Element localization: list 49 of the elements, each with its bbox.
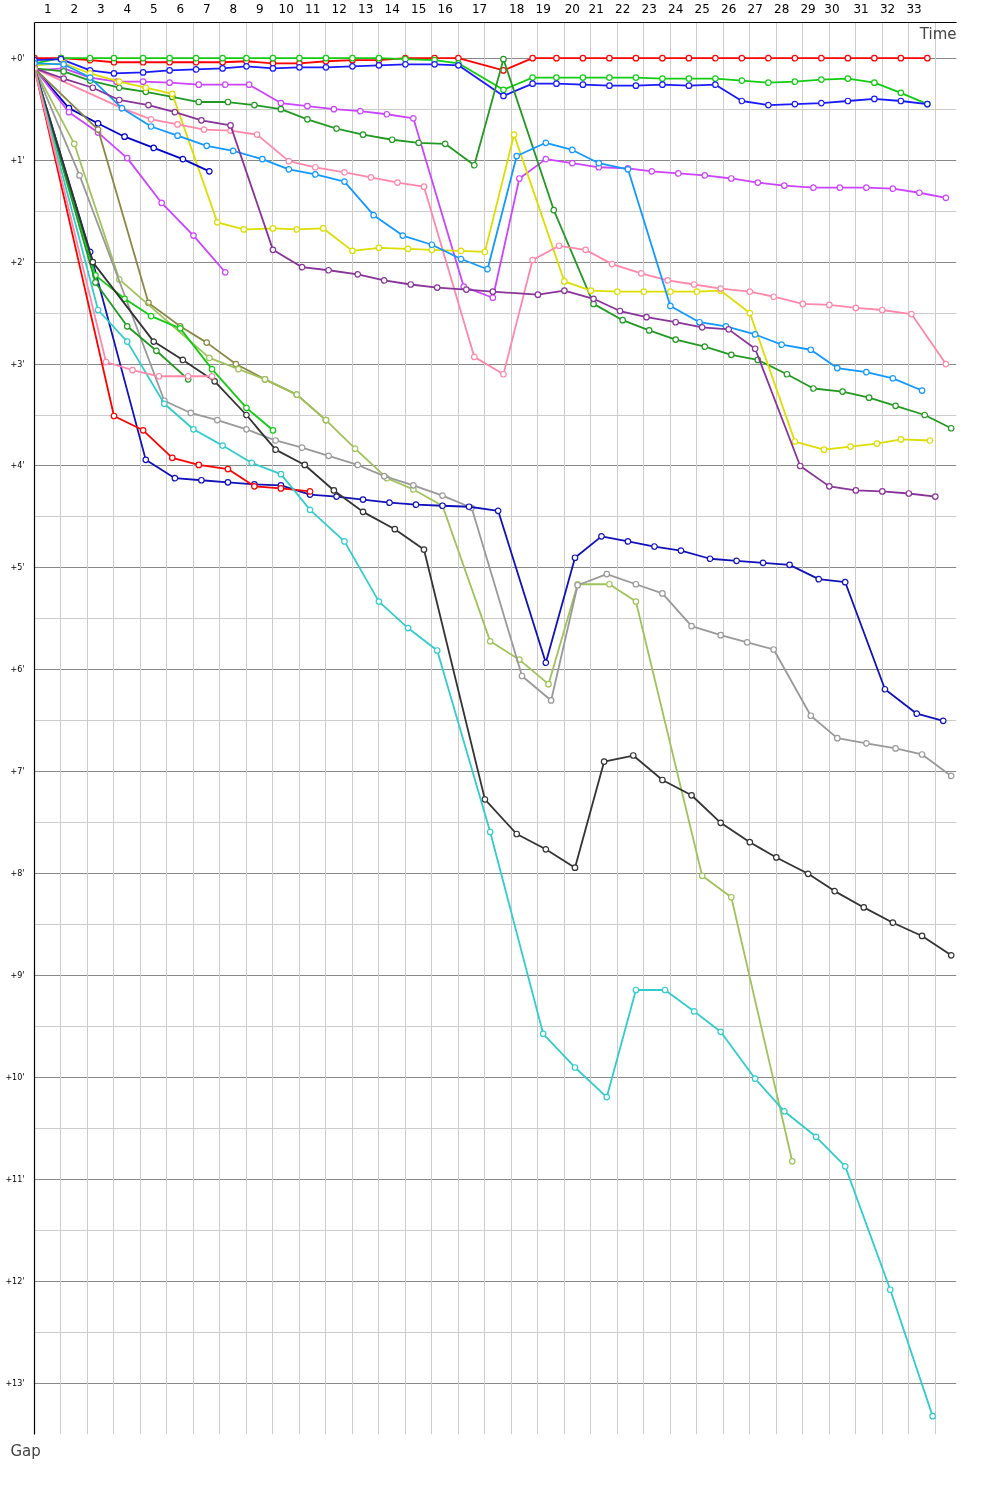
y-tick-label: +9'	[10, 971, 25, 981]
x-tick-label: 24	[668, 1, 684, 16]
x-tick-label: 5	[149, 1, 158, 16]
x-tick-label: 1	[43, 1, 52, 16]
x-tick-label: 2	[70, 1, 79, 16]
y-tick-label: +6'	[10, 665, 25, 675]
x-tick-label: 23	[641, 1, 657, 16]
x-tick-label: 9	[255, 1, 264, 16]
x-tick-label: 33	[906, 1, 922, 16]
y-tick-label: +10'	[5, 1073, 25, 1083]
x-tick-label: 31	[853, 1, 869, 16]
y-tick-label: +4'	[10, 461, 25, 471]
x-tick-label: 11	[305, 1, 321, 16]
x-tick-label: 16	[437, 1, 453, 16]
x-tick-label: 25	[694, 1, 710, 16]
y-tick-label: +13'	[5, 1379, 25, 1389]
x-tick-label: 4	[123, 1, 132, 16]
x-tick-label: 30	[824, 1, 840, 16]
y-tick-label: +0'	[10, 53, 25, 63]
x-tick-label: 19	[535, 1, 551, 16]
x-tick-label: 28	[774, 1, 790, 16]
x-tick-label: 29	[800, 1, 816, 16]
y-tick-label: +3'	[10, 359, 25, 369]
x-tick-label: 22	[615, 1, 631, 16]
y-tick-label: +7'	[10, 767, 25, 777]
x-tick-label: 7	[202, 1, 211, 16]
x-axis-title: Time	[918, 24, 957, 43]
x-tick-label: 32	[879, 1, 896, 16]
y-axis-title: Gap	[10, 1441, 41, 1460]
y-tick-label: +11'	[5, 1175, 25, 1185]
x-tick-label: 15	[411, 1, 427, 16]
x-tick-label: 3	[96, 1, 105, 16]
y-tick-label: +12'	[5, 1277, 25, 1287]
x-tick-label: 14	[384, 1, 400, 16]
y-tick-label: +8'	[10, 869, 25, 879]
y-tick-label: +2'	[10, 257, 25, 267]
x-tick-label: 17	[471, 1, 488, 16]
y-tick-label: +1'	[10, 155, 25, 165]
x-tick-label: 26	[721, 1, 737, 16]
x-tick-label: 10	[278, 1, 294, 16]
y-tick-label: +5'	[10, 563, 25, 573]
x-tick-label: 12	[331, 1, 347, 16]
x-tick-label: 21	[588, 1, 604, 16]
x-tick-label: 13	[358, 1, 374, 16]
x-tick-label: 18	[509, 1, 525, 16]
x-tick-label: 27	[747, 1, 763, 16]
x-tick-label: 20	[564, 1, 580, 16]
x-tick-label: 6	[176, 1, 185, 16]
x-tick-label: 8	[229, 1, 238, 16]
